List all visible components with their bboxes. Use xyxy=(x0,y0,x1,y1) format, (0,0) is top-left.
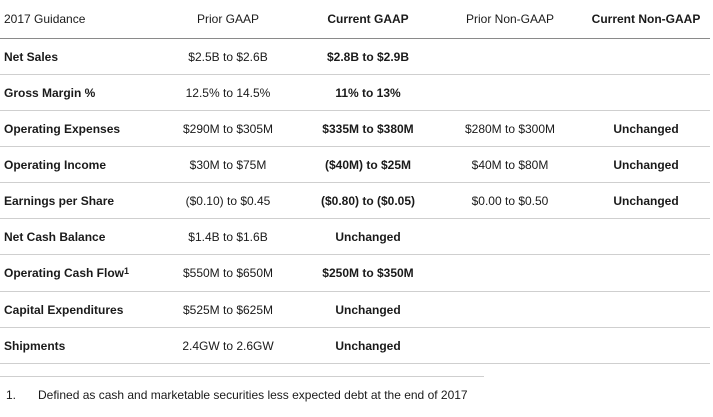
prior-gaap-cell: 2.4GW to 2.6GW xyxy=(158,327,298,364)
table-row-operating-expenses: Operating Expenses $290M to $305M $335M … xyxy=(0,110,710,147)
header-row: 2017 Guidance Prior GAAP Current GAAP Pr… xyxy=(0,0,710,39)
current-gaap-cell: ($0.80) to ($0.05) xyxy=(298,182,438,219)
current-non-gaap-cell xyxy=(582,74,710,111)
table-row-net-cash-balance: Net Cash Balance $1.4B to $1.6B Unchange… xyxy=(0,218,710,255)
current-gaap-cell: 11% to 13% xyxy=(298,74,438,111)
prior-non-gaap-cell xyxy=(438,254,582,292)
prior-non-gaap-cell: $280M to $300M xyxy=(438,110,582,147)
prior-non-gaap-cell: $40M to $80M xyxy=(438,146,582,183)
prior-gaap-cell: $290M to $305M xyxy=(158,110,298,147)
header-prior-gaap: Prior GAAP xyxy=(158,0,298,39)
prior-gaap-cell: ($0.10) to $0.45 xyxy=(158,182,298,219)
table-row-operating-income: Operating Income $30M to $75M ($40M) to … xyxy=(0,146,710,183)
table-row-operating-cash-flow: Operating Cash Flow1 $550M to $650M $250… xyxy=(0,254,710,292)
prior-non-gaap-cell xyxy=(438,38,582,75)
prior-non-gaap-cell xyxy=(438,74,582,111)
table-row-net-sales: Net Sales $2.5B to $2.6B $2.8B to $2.9B xyxy=(0,38,710,75)
current-gaap-cell: $2.8B to $2.9B xyxy=(298,38,438,75)
prior-non-gaap-cell xyxy=(438,327,582,364)
table-row-earnings-per-share: Earnings per Share ($0.10) to $0.45 ($0.… xyxy=(0,182,710,219)
current-non-gaap-cell xyxy=(582,291,710,328)
current-gaap-cell: Unchanged xyxy=(298,291,438,328)
header-prior-non-gaap: Prior Non-GAAP xyxy=(438,0,582,39)
row-label: Shipments xyxy=(0,327,158,364)
current-non-gaap-cell xyxy=(582,38,710,75)
current-gaap-cell: Unchanged xyxy=(298,327,438,364)
current-non-gaap-cell xyxy=(582,254,710,292)
current-non-gaap-cell: Unchanged xyxy=(582,110,710,147)
prior-gaap-cell: $1.4B to $1.6B xyxy=(158,218,298,255)
prior-gaap-cell: $30M to $75M xyxy=(158,146,298,183)
table-body: Net Sales $2.5B to $2.6B $2.8B to $2.9B … xyxy=(0,38,710,364)
prior-non-gaap-cell: $0.00 to $0.50 xyxy=(438,182,582,219)
prior-non-gaap-cell xyxy=(438,291,582,328)
header-current-gaap: Current GAAP xyxy=(298,0,438,39)
table-row-capital-expenditures: Capital Expenditures $525M to $625M Unch… xyxy=(0,291,710,328)
current-non-gaap-cell xyxy=(582,327,710,364)
row-label: Capital Expenditures xyxy=(0,291,158,328)
row-label: Earnings per Share xyxy=(0,182,158,219)
prior-gaap-cell: $550M to $650M xyxy=(158,254,298,292)
row-label: Net Sales xyxy=(0,38,158,75)
guidance-table: 2017 Guidance Prior GAAP Current GAAP Pr… xyxy=(0,0,710,364)
footnote-reference: 1 xyxy=(124,266,130,276)
row-label: Gross Margin % xyxy=(0,74,158,111)
prior-non-gaap-cell xyxy=(438,218,582,255)
footnote-text: Defined as cash and marketable securitie… xyxy=(38,388,468,402)
row-label: Operating Expenses xyxy=(0,110,158,147)
table-row-shipments: Shipments 2.4GW to 2.6GW Unchanged xyxy=(0,327,710,364)
footnote: 1. Defined as cash and marketable securit… xyxy=(6,388,468,402)
row-label: Net Cash Balance xyxy=(0,218,158,255)
current-gaap-cell: $250M to $350M xyxy=(298,254,438,292)
row-label: Operating Income xyxy=(0,146,158,183)
footnote-divider xyxy=(0,376,484,377)
table-row-gross-margin: Gross Margin % 12.5% to 14.5% 11% to 13% xyxy=(0,74,710,111)
footnote-number: 1. xyxy=(6,388,17,402)
current-gaap-cell: Unchanged xyxy=(298,218,438,255)
current-gaap-cell: $335M to $380M xyxy=(298,110,438,147)
prior-gaap-cell: $2.5B to $2.6B xyxy=(158,38,298,75)
header-current-non-gaap: Current Non-GAAP xyxy=(582,0,710,39)
row-label-text: Operating Cash Flow xyxy=(4,266,125,280)
current-gaap-cell: ($40M) to $25M xyxy=(298,146,438,183)
row-label: Operating Cash Flow1 xyxy=(0,254,158,292)
current-non-gaap-cell: Unchanged xyxy=(582,182,710,219)
prior-gaap-cell: 12.5% to 14.5% xyxy=(158,74,298,111)
current-non-gaap-cell xyxy=(582,218,710,255)
header-2017-guidance: 2017 Guidance xyxy=(0,0,158,39)
prior-gaap-cell: $525M to $625M xyxy=(158,291,298,328)
current-non-gaap-cell: Unchanged xyxy=(582,146,710,183)
table-header: 2017 Guidance Prior GAAP Current GAAP Pr… xyxy=(0,0,710,39)
